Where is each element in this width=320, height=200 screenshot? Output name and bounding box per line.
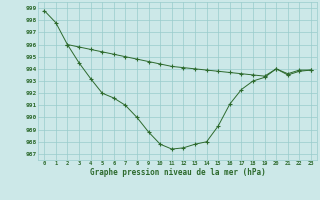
X-axis label: Graphe pression niveau de la mer (hPa): Graphe pression niveau de la mer (hPa): [90, 168, 266, 177]
